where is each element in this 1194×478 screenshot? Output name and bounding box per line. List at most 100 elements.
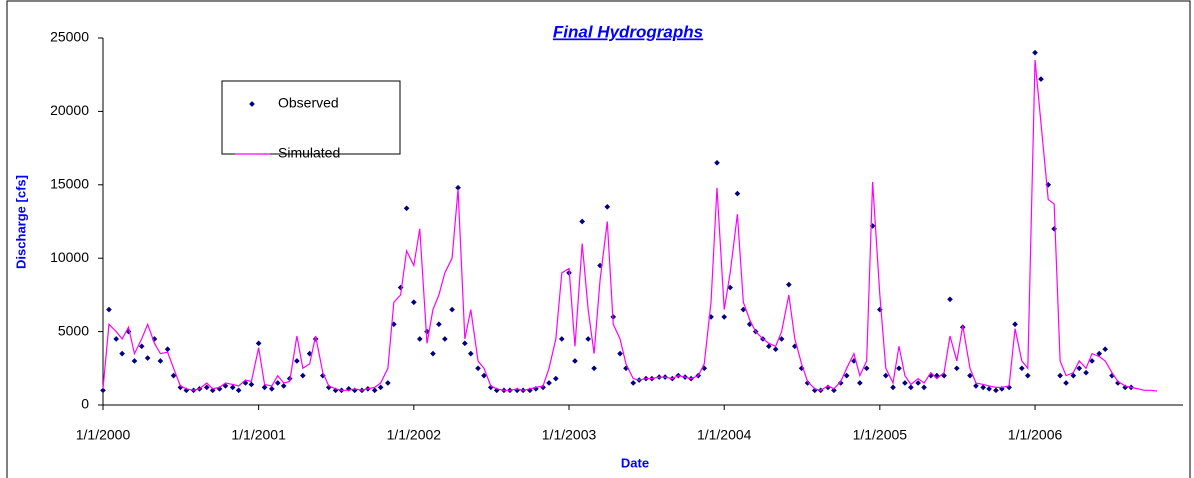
observed-point [882,372,889,379]
observed-point [455,184,461,191]
observed-point [786,281,792,288]
legend-label: Observed [278,95,339,111]
observed-point [993,387,999,394]
observed-point [449,306,455,313]
observed-point [294,358,300,364]
observed-point [1083,369,1089,376]
observed-point [131,358,138,364]
observed-point [203,384,210,391]
observed-point [410,299,417,306]
observed-point [1070,372,1077,379]
observed-point [617,350,623,357]
x-tick-label: 1/1/2003 [542,427,597,443]
x-axis-label: Date [621,455,649,470]
y-tick-label: 5000 [58,322,89,338]
observed-point [721,314,728,320]
x-tick-label: 1/1/2004 [697,427,752,443]
x-tick-label: 1/1/2002 [387,427,442,443]
observed-point [403,205,410,212]
observed-point [1032,49,1038,56]
observed-point [106,306,112,313]
x-tick-label: 1/1/2001 [231,427,286,443]
y-tick-label: 25000 [50,29,89,45]
observed-point [921,384,927,391]
observed-point [170,372,177,379]
observed-point [831,387,837,394]
x-tick-label: 1/1/2005 [853,427,908,443]
legend-marker [249,101,255,107]
observed-point [546,380,552,386]
observed-point [1102,346,1109,353]
observed-point [857,380,863,386]
observed-point [1115,380,1121,386]
observed-point [475,365,481,372]
y-axis-label: Discharge [cfs] [13,175,28,269]
observed-point [248,381,255,388]
observed-point [1019,365,1025,372]
observed-point [1076,365,1083,372]
observed-point [953,365,960,372]
observed-point [986,386,992,392]
y-tick-label: 15000 [50,176,89,192]
observed-point [772,346,779,353]
observed-point [896,365,902,372]
observed-point [973,383,979,389]
legend-label: Simulated [278,145,340,161]
observed-point [915,380,921,386]
observed-point [902,380,908,386]
observed-point [113,336,120,342]
observed-point [630,380,637,386]
observed-point [1024,372,1031,379]
chart-frame [6,0,1191,478]
y-tick-label: 10000 [50,249,89,265]
observed-point [967,372,973,379]
observed-point [1063,380,1069,386]
observed-point [1057,372,1063,379]
observed-point [572,358,578,364]
observed-point [837,380,844,386]
observed-point [119,350,125,357]
observed-point [947,296,953,303]
observed-point [766,343,772,350]
observed-point [462,340,468,347]
observed-point [481,372,487,379]
observed-point [734,190,741,197]
observed-point [579,218,586,225]
observed-point [157,358,164,364]
observed-point [274,380,281,386]
observed-point [591,365,597,372]
observed-point [235,387,242,394]
observed-point [1038,76,1044,82]
observed-point [144,355,151,361]
observed-point [890,384,896,391]
observed-point [138,343,145,350]
observed-point [908,384,914,391]
observed-point [385,380,391,386]
observed-point [604,203,611,210]
observed-point [804,380,811,386]
observed-point [416,336,423,342]
observed-point [377,384,384,391]
observed-point [261,384,268,391]
observed-point [714,159,720,166]
observed-point [371,387,378,394]
observed-point [553,375,559,382]
observed-point [980,384,986,391]
observed-point [100,387,106,394]
observed-point [467,350,474,357]
observed-point [229,384,236,391]
observed-point [430,350,436,357]
observed-point [280,383,287,389]
chart-title: Final Hydrographs [553,22,703,41]
observed-point [558,336,565,342]
observed-point [778,336,785,342]
observed-point [436,321,442,328]
observed-point [1089,358,1095,364]
observed-point [300,372,306,379]
simulated-line [102,59,1158,392]
y-tick-label: 0 [81,396,89,412]
observed-point [863,365,870,372]
x-tick-label: 1/1/2006 [1008,427,1063,443]
observed-point [1096,350,1103,357]
